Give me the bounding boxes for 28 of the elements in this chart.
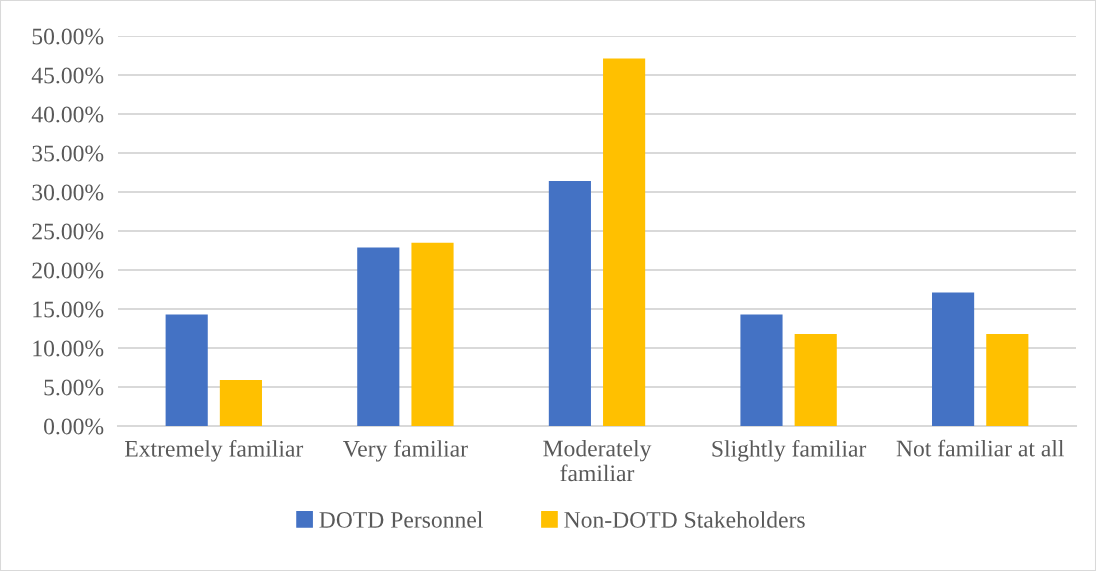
y-tick-label: 20.00%	[32, 262, 104, 279]
bar	[165, 314, 208, 426]
y-tick-label: 45.00%	[31, 67, 104, 84]
x-tick-label: Not familiar at all	[896, 439, 1064, 457]
bar	[411, 242, 454, 426]
y-tick-label: 0.00%	[44, 418, 104, 435]
y-tick-label: 10.00%	[33, 340, 104, 357]
bar	[357, 247, 400, 426]
bar	[794, 333, 837, 426]
y-tick-label: 40.00%	[31, 106, 104, 123]
bar	[548, 181, 591, 426]
x-tick-label: Moderately familiar	[543, 439, 652, 482]
x-tick-label: Slightly familiar	[712, 439, 867, 462]
y-tick-label: 5.00%	[44, 379, 104, 396]
bar	[219, 379, 262, 426]
legend-label: DOTD Personnel	[319, 511, 483, 528]
y-tick-label: 25.00%	[32, 223, 104, 240]
x-tick-label: Extremely familiar	[124, 439, 304, 462]
y-tick-label: 30.00%	[32, 184, 104, 201]
bar	[986, 333, 1029, 426]
legend-label: Non-DOTD Stakeholders	[564, 511, 805, 528]
y-tick-label: 15.00%	[33, 301, 104, 318]
y-tick-label: 50.00%	[32, 28, 104, 45]
y-tick-label: 35.00%	[32, 145, 104, 162]
bar	[603, 58, 646, 426]
bar	[740, 314, 783, 426]
bar	[932, 292, 975, 426]
x-tick-label: Very familiar	[343, 439, 468, 462]
